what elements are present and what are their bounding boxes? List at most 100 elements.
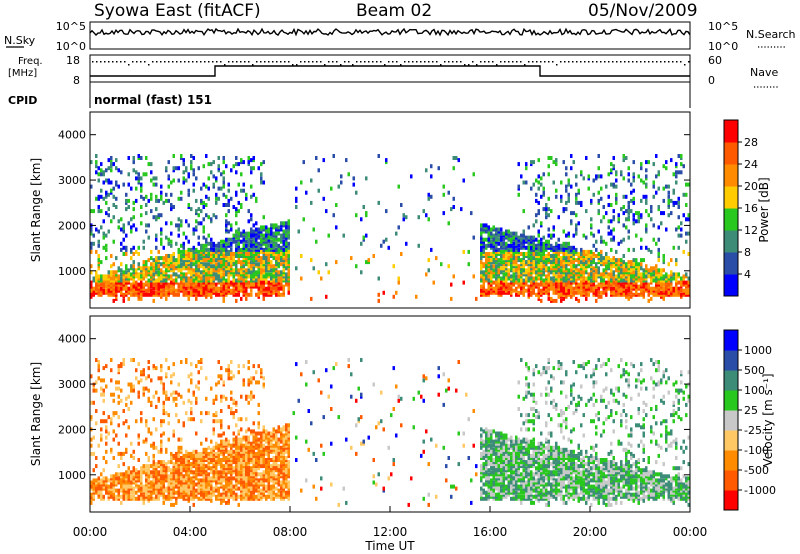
power-cell [655, 241, 658, 246]
power-cell [177, 288, 180, 293]
velocity-cell [197, 480, 200, 485]
power-cell [507, 276, 510, 281]
power-cell [192, 280, 195, 285]
nave-dot [520, 61, 522, 63]
power-cell [280, 262, 283, 267]
power-cell [592, 272, 595, 277]
power-cell [630, 262, 633, 267]
velocity-cell [150, 402, 153, 407]
power-cell [565, 184, 568, 189]
power-cell [555, 194, 558, 199]
velocity-cell [130, 480, 133, 485]
power-cell [197, 276, 200, 281]
velocity-cell [167, 490, 170, 495]
velocity-cell [190, 362, 193, 367]
power-cell [277, 280, 280, 285]
power-cell [257, 286, 260, 291]
power-cell [237, 200, 240, 205]
nave-dot [624, 61, 626, 63]
power-cell [657, 286, 660, 291]
power-cell [597, 272, 600, 277]
velocity-cell [195, 384, 198, 389]
power-cell [562, 247, 565, 252]
power-cell [492, 227, 495, 232]
velocity-cell [180, 456, 183, 460]
power-cell [550, 280, 553, 285]
velocity-cell [192, 449, 195, 454]
noise-panel-frame [89, 21, 691, 50]
velocity-cell [197, 451, 200, 456]
nave-dot [684, 64, 686, 66]
velocity-cell [172, 468, 175, 473]
power-cell [535, 247, 538, 252]
power-cell [672, 286, 675, 291]
power-cell [227, 252, 230, 256]
velocity-cell [167, 474, 170, 479]
power-cell [270, 286, 273, 291]
velocity-cell [142, 466, 145, 471]
power-cell [115, 280, 118, 285]
power-cell [537, 252, 540, 256]
power-cell [667, 184, 670, 189]
power-cell [165, 192, 168, 197]
power-cell [657, 237, 660, 242]
power-cell [627, 207, 630, 212]
power-cell [180, 256, 183, 261]
power-cell [177, 223, 180, 228]
power-cell [122, 298, 125, 303]
power-cell [185, 262, 188, 267]
power-cell [282, 272, 285, 277]
power-cell [632, 272, 635, 277]
nave-dot [456, 61, 458, 63]
power-cell [670, 198, 673, 203]
power-cell [630, 290, 633, 295]
velocity-cell [162, 419, 165, 424]
nave-dot [584, 61, 586, 63]
power-cell [550, 296, 553, 301]
power-cell [512, 247, 515, 252]
power-cell [365, 176, 368, 181]
power-cell [285, 229, 288, 234]
power-cell [522, 180, 525, 185]
velocity-cell [100, 392, 103, 397]
power-cell [180, 190, 183, 195]
power-cell [172, 166, 175, 171]
power-ytick-label: 3000 [58, 174, 86, 187]
power-cell [200, 286, 203, 291]
power-cell [175, 262, 178, 267]
nave-dot [108, 61, 110, 63]
power-cell [182, 272, 185, 277]
power-cell [240, 188, 243, 193]
power-cell [187, 256, 190, 261]
velocity-cell [145, 490, 148, 495]
power-cell [630, 286, 633, 291]
velocity-cell [95, 409, 98, 413]
power-cell [595, 254, 598, 258]
power-cell [655, 174, 658, 179]
power-cell [100, 274, 103, 279]
power-cell [495, 237, 498, 242]
power-cell [362, 205, 365, 209]
velocity-cell [205, 484, 208, 489]
power-cell [222, 256, 225, 261]
velocity-cell [97, 480, 100, 485]
power-cell [512, 256, 515, 261]
power-cell [97, 286, 100, 291]
power-cell [587, 256, 590, 261]
power-cell [525, 262, 528, 267]
power-cell [220, 286, 223, 291]
velocity-cell [125, 447, 128, 452]
power-cell [285, 247, 288, 252]
nave-dot [608, 61, 610, 63]
power-cell [202, 235, 205, 240]
power-cell [167, 290, 170, 295]
velocity-cell [162, 480, 165, 485]
power-cell [162, 200, 165, 205]
velocity-cell [137, 458, 140, 462]
power-cell [185, 276, 188, 281]
power-cell [225, 262, 228, 267]
power-cell [657, 268, 660, 273]
velocity-cell [92, 388, 95, 393]
power-cell [600, 272, 603, 277]
nave-dot [320, 61, 322, 63]
